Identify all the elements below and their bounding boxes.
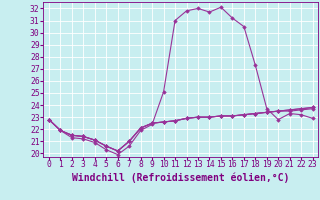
X-axis label: Windchill (Refroidissement éolien,°C): Windchill (Refroidissement éolien,°C) [72,172,290,183]
